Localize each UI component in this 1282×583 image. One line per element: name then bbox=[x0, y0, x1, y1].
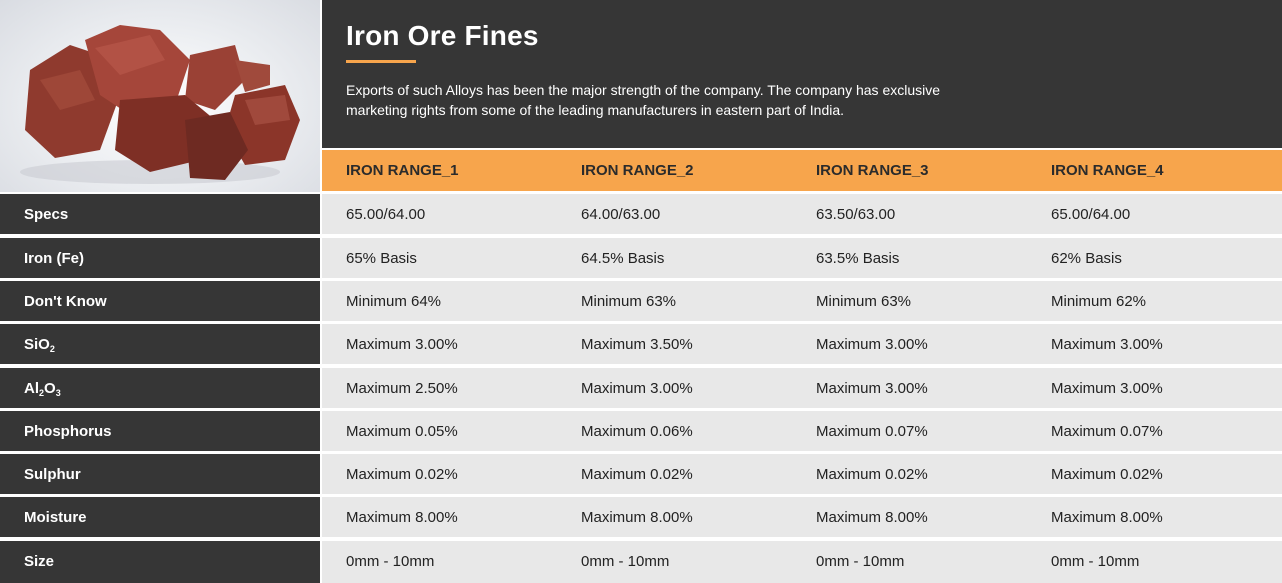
column-header: IRON RANGE_3 bbox=[816, 162, 929, 179]
table-cell: 64.00/63.00 bbox=[581, 206, 661, 223]
header-panel: Iron Ore Fines Exports of such Alloys ha… bbox=[322, 0, 1282, 148]
table-row: Size 0mm - 10mm 0mm - 10mm 0mm - 10mm 0m… bbox=[0, 541, 1282, 583]
row-label: Phosphorus bbox=[24, 423, 112, 440]
table-cell: Maximum 0.02% bbox=[816, 466, 928, 483]
row-label: Moisture bbox=[24, 509, 87, 526]
table-cell: 0mm - 10mm bbox=[1051, 553, 1140, 570]
table-cell: 0mm - 10mm bbox=[581, 553, 670, 570]
table-cell: 63.50/63.00 bbox=[816, 206, 896, 223]
table-row: Sulphur Maximum 0.02% Maximum 0.02% Maxi… bbox=[0, 454, 1282, 494]
row-label: Size bbox=[24, 553, 55, 570]
table-cell: Maximum 3.50% bbox=[581, 336, 693, 353]
table-row: Specs 65.00/64.00 64.00/63.00 63.50/63.0… bbox=[0, 194, 1282, 234]
table-cell: Maximum 0.02% bbox=[581, 466, 693, 483]
title-underline bbox=[346, 60, 416, 63]
table-row: SiO2 Maximum 3.00% Maximum 3.50% Maximum… bbox=[0, 324, 1282, 364]
table-cell: Maximum 8.00% bbox=[816, 509, 928, 526]
table-cell: Maximum 0.02% bbox=[1051, 466, 1163, 483]
column-header: IRON RANGE_2 bbox=[581, 162, 694, 179]
row-label: Specs bbox=[24, 206, 69, 223]
table-cell: Maximum 0.07% bbox=[1051, 423, 1163, 440]
table-cell: Maximum 0.06% bbox=[581, 423, 693, 440]
table-cell: 65.00/64.00 bbox=[346, 206, 426, 223]
row-label: Don't Know bbox=[24, 293, 107, 310]
table-row: Iron (Fe) 65% Basis 64.5% Basis 63.5% Ba… bbox=[0, 238, 1282, 278]
table-cell: Maximum 3.00% bbox=[1051, 336, 1163, 353]
table-cell: Maximum 3.00% bbox=[346, 336, 458, 353]
row-label-al2o3: Al2O3 bbox=[24, 380, 61, 398]
table-row: Don't Know Minimum 64% Minimum 63% Minim… bbox=[0, 281, 1282, 321]
table-cell: 65.00/64.00 bbox=[1051, 206, 1131, 223]
table-cell: 65% Basis bbox=[346, 250, 417, 267]
table-cell: Minimum 64% bbox=[346, 293, 442, 310]
table-cell: 63.5% Basis bbox=[816, 250, 900, 267]
column-header: IRON RANGE_1 bbox=[346, 162, 459, 179]
table-row: Al2O3 Maximum 2.50% Maximum 3.00% Maximu… bbox=[0, 368, 1282, 408]
table-cell: Maximum 2.50% bbox=[346, 380, 458, 397]
table-row: Moisture Maximum 8.00% Maximum 8.00% Max… bbox=[0, 497, 1282, 537]
iron-ore-image bbox=[0, 0, 320, 192]
row-label-sio2: SiO2 bbox=[24, 336, 55, 354]
table-cell: 62% Basis bbox=[1051, 250, 1122, 267]
table-cell: 0mm - 10mm bbox=[346, 553, 435, 570]
table-row: Phosphorus Maximum 0.05% Maximum 0.06% M… bbox=[0, 411, 1282, 451]
row-label: Iron (Fe) bbox=[24, 250, 84, 267]
table-cell: Minimum 63% bbox=[581, 293, 677, 310]
table-cell: Maximum 0.02% bbox=[346, 466, 458, 483]
table-cell: Minimum 62% bbox=[1051, 293, 1147, 310]
table-cell: Maximum 3.00% bbox=[816, 380, 928, 397]
table-cell: Minimum 63% bbox=[816, 293, 912, 310]
table-cell: Maximum 3.00% bbox=[816, 336, 928, 353]
table-cell: Maximum 8.00% bbox=[346, 509, 458, 526]
table-cell: 0mm - 10mm bbox=[816, 553, 905, 570]
table-cell: Maximum 0.05% bbox=[346, 423, 458, 440]
page-title: Iron Ore Fines bbox=[346, 20, 539, 51]
table-cell: Maximum 3.00% bbox=[581, 380, 693, 397]
column-header: IRON RANGE_4 bbox=[1051, 162, 1164, 179]
column-header-row: IRON RANGE_1 IRON RANGE_2 IRON RANGE_3 I… bbox=[322, 150, 1282, 191]
table-cell: Maximum 8.00% bbox=[1051, 509, 1163, 526]
table-cell: Maximum 3.00% bbox=[1051, 380, 1163, 397]
row-label: Sulphur bbox=[24, 466, 81, 483]
table-cell: 64.5% Basis bbox=[581, 250, 665, 267]
table-cell: Maximum 0.07% bbox=[816, 423, 928, 440]
table-cell: Maximum 8.00% bbox=[581, 509, 693, 526]
page-description: Exports of such Alloys has been the majo… bbox=[346, 82, 941, 118]
